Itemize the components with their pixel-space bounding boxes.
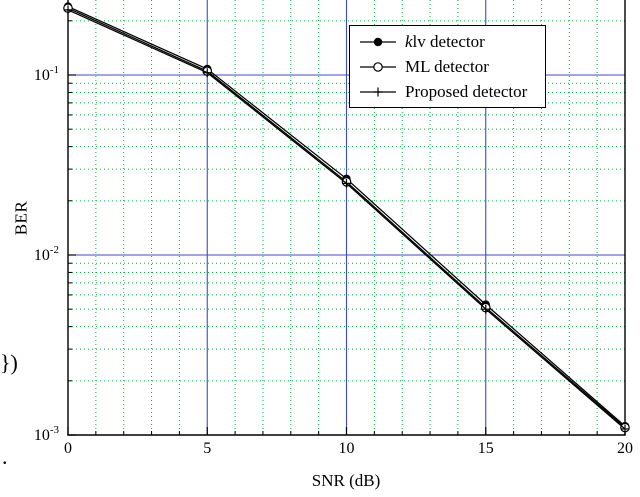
open-circle-icon xyxy=(360,61,396,72)
filled-circle-icon xyxy=(360,37,396,46)
y-tick-label: 10-2 xyxy=(34,244,59,264)
x-tick-label: 5 xyxy=(203,440,211,457)
open-circle-marker xyxy=(373,61,383,72)
x-tick-label: 0 xyxy=(64,440,72,457)
legend-label: Proposed detector xyxy=(405,81,528,101)
legend-label: ML detector xyxy=(405,56,489,76)
legend-item: Proposed detector xyxy=(358,79,541,104)
legend: klv detector ML detector Proposed detector xyxy=(349,25,546,108)
x-tick-label: 20 xyxy=(617,440,633,457)
plus-icon xyxy=(360,87,396,96)
legend-item: klv detector xyxy=(358,29,541,54)
cropped-margin-text: }) xyxy=(0,350,18,375)
y-tick-label: 10-3 xyxy=(34,424,60,444)
legend-item: ML detector xyxy=(358,54,541,79)
filled-circle-marker xyxy=(373,37,383,46)
x-tick-label: 10 xyxy=(339,440,355,457)
legend-label: klv detector xyxy=(405,31,485,51)
cropped-margin-text: . xyxy=(2,444,8,469)
y-axis-label: BER xyxy=(11,200,31,236)
x-axis-label: SNR (dB) xyxy=(311,471,381,490)
x-tick-label: 15 xyxy=(478,440,494,457)
y-tick-label: 10-1 xyxy=(34,64,59,84)
